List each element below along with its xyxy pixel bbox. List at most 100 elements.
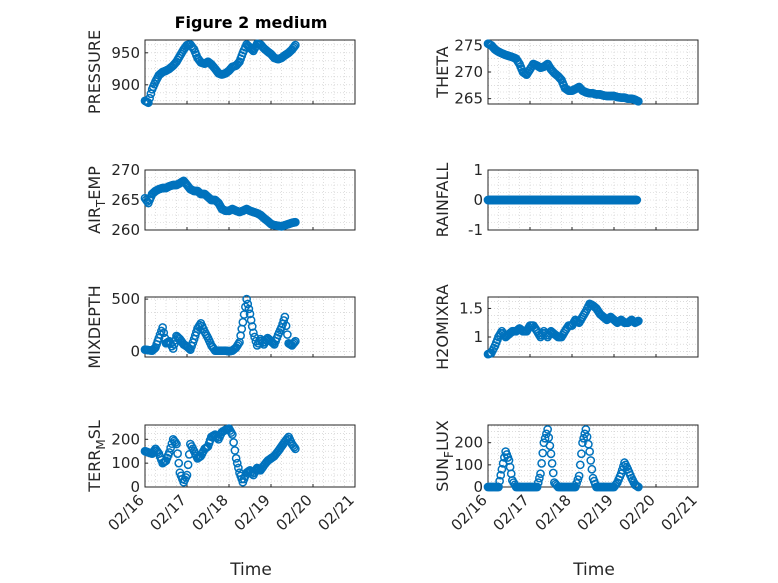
data-point (573, 475, 583, 484)
y-axis-label: H2OMIXRA (433, 284, 452, 370)
data-point (493, 335, 502, 345)
data-point (244, 304, 254, 314)
data-point (498, 459, 508, 468)
data-point (166, 443, 175, 453)
data-point (289, 218, 299, 227)
data-point (574, 471, 584, 481)
axes-box (144, 424, 356, 488)
data-point (173, 449, 182, 458)
data-point (536, 469, 545, 479)
y-tick-label: 0 (130, 478, 140, 496)
y-axis-label: RAINFALL (433, 163, 452, 238)
data-point (152, 446, 161, 455)
data-point (632, 96, 642, 106)
data-point (575, 460, 585, 470)
data-point (497, 464, 507, 474)
data-point (547, 459, 557, 468)
y-axis-label-post: LUX (433, 420, 452, 451)
y-tick-label: 1.5 (459, 299, 483, 317)
data-point (584, 439, 593, 449)
data-point (283, 330, 292, 339)
data-point (150, 344, 159, 353)
x-tick-label: 02/17 (490, 491, 533, 534)
y-axis-label-main: SUN (433, 458, 452, 492)
y-axis-label: AIRTEMP (85, 166, 108, 234)
data-point (199, 324, 208, 334)
y-axis-label-main: RAINFALL (433, 163, 452, 238)
data-point (611, 479, 621, 489)
data-point (246, 44, 256, 54)
data-point (577, 449, 586, 459)
data-point (247, 322, 257, 331)
data-point (250, 332, 259, 342)
data-point (229, 438, 238, 447)
y-axis-label-post: SL (85, 420, 104, 439)
data-point (230, 446, 240, 455)
y-axis-label: MIXDEPTH (85, 285, 104, 368)
data-point (631, 195, 641, 205)
y-tick-label: 950 (111, 44, 140, 62)
y-axis-label: TERRMSL (85, 420, 108, 493)
y-axis-label-post: EMP (85, 166, 104, 200)
data-point (572, 478, 581, 488)
data-point (622, 462, 632, 472)
data-point (489, 343, 499, 353)
data-point (587, 464, 597, 474)
data-point (580, 308, 590, 318)
x-axis-label-right: Time (572, 560, 615, 580)
x-tick-label: 02/17 (147, 491, 190, 534)
data-point (234, 58, 243, 68)
y-tick-label: 0 (473, 478, 483, 496)
data-point (572, 316, 581, 326)
y-tick-label: 100 (111, 454, 140, 472)
data-point (288, 441, 298, 451)
data-point (288, 339, 298, 349)
y-axis-label-main: THETA (433, 46, 452, 98)
y-axis-label-main: MIXDEPTH (85, 285, 104, 368)
data-point (503, 453, 513, 462)
data-point (243, 299, 253, 309)
data-point (495, 476, 504, 486)
data-point (533, 478, 543, 487)
x-tick-label: 02/20 (616, 491, 659, 534)
data-point (585, 447, 594, 456)
axes-box (144, 39, 356, 105)
data-point (234, 339, 243, 349)
data-point (289, 442, 299, 452)
data-point (231, 454, 241, 463)
data-point (279, 316, 289, 325)
data-point (506, 469, 516, 479)
data-point (187, 41, 196, 51)
y-axis-label: PRESSURE (85, 30, 104, 114)
subplot-h2omixra: 1 1.5 H2OMIXRA (433, 284, 699, 370)
data-point (171, 438, 180, 447)
y-axis-label-subscript: T (94, 199, 108, 208)
x-tick-label: 02/19 (231, 491, 274, 534)
y-tick-label: 0 (130, 343, 140, 361)
data-point (234, 463, 243, 473)
data-point (537, 459, 546, 468)
data-point (496, 470, 506, 480)
x-tick-label: 02/20 (273, 491, 316, 534)
data-point (632, 481, 642, 491)
data-point (281, 321, 291, 331)
data-point (150, 79, 159, 89)
x-tick-label: 02/18 (532, 491, 575, 534)
data-point (543, 425, 552, 434)
data-point (538, 448, 548, 458)
y-tick-label: 270 (454, 63, 483, 81)
data-point (586, 456, 596, 465)
data-point (514, 57, 523, 67)
data-point (281, 435, 291, 445)
y-tick-label: 260 (111, 221, 140, 239)
data-point (232, 458, 242, 468)
y-tick-label: 200 (454, 434, 483, 452)
data-point (545, 441, 555, 451)
x-axis-label-left: Time (229, 560, 272, 580)
data-point (626, 470, 635, 480)
data-point (288, 43, 298, 53)
y-axis-label-main: H2OMIXRA (433, 284, 452, 370)
